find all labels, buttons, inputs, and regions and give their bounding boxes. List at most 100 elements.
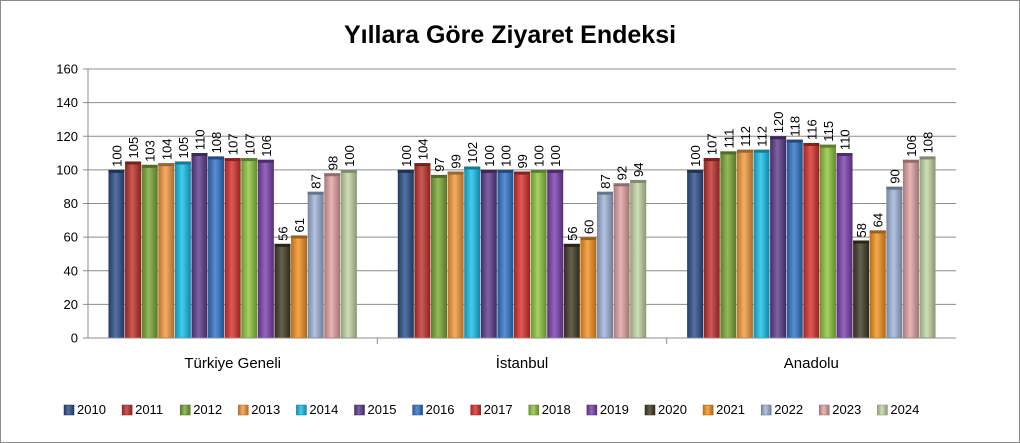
data-label: 60 — [581, 220, 596, 234]
data-label: 107 — [705, 133, 720, 155]
bar-2022 — [597, 191, 613, 338]
data-label: 106 — [904, 135, 919, 157]
bar-cap — [530, 169, 547, 173]
bar-2013 — [736, 149, 753, 338]
data-label: 87 — [598, 174, 613, 188]
legend-label: 2012 — [193, 402, 222, 417]
bar-cap — [514, 171, 530, 175]
data-label: 61 — [292, 218, 307, 232]
legend-swatch — [644, 404, 656, 416]
data-label: 104 — [159, 138, 174, 160]
legend-swatch — [819, 404, 830, 416]
bar-2018 — [530, 169, 547, 338]
bar-2015 — [191, 153, 208, 338]
bar-cap — [141, 164, 158, 168]
data-label: 108 — [209, 132, 224, 154]
legend-label: 2018 — [542, 402, 571, 417]
data-label: 100 — [342, 145, 357, 167]
bar-2023 — [324, 173, 341, 338]
bar-2023 — [613, 183, 630, 338]
bar-cap — [307, 191, 324, 195]
data-label: 90 — [887, 169, 902, 183]
data-label: 100 — [688, 145, 703, 167]
bar-cap — [597, 191, 613, 195]
x-axis-categories: Türkiye Geneli İstanbul Anadolu — [184, 354, 839, 372]
data-label: 100 — [498, 145, 513, 167]
bar-2017 — [224, 158, 241, 338]
data-label: 105 — [176, 137, 191, 159]
legend-label: 2011 — [135, 402, 163, 417]
bar-cap — [753, 149, 770, 153]
legend-label: 2013 — [251, 402, 280, 417]
y-tick-label: 100 — [56, 162, 78, 177]
legend-swatch — [354, 404, 365, 416]
bar-2014 — [464, 166, 481, 338]
bar-cap — [819, 144, 836, 148]
data-label: 110 — [192, 129, 207, 150]
bar-cap — [431, 174, 447, 178]
data-label: 99 — [515, 154, 530, 168]
data-label: 58 — [854, 223, 869, 237]
data-label: 100 — [399, 145, 414, 167]
data-label: 56 — [565, 226, 580, 240]
bar-cap — [174, 161, 191, 165]
bar-2010 — [397, 169, 414, 338]
bar-cap — [241, 158, 258, 162]
bars — [108, 136, 936, 338]
data-label: 99 — [449, 154, 464, 168]
data-label: 116 — [804, 119, 819, 140]
bar-cap — [324, 173, 341, 177]
legend-swatch — [179, 404, 191, 416]
bar-cap — [397, 169, 414, 173]
legend-swatch — [470, 404, 481, 416]
bar-2011 — [414, 163, 431, 338]
bar-2013 — [447, 171, 464, 338]
legend-swatch — [238, 404, 249, 416]
bar-2023 — [902, 159, 919, 338]
data-label: 111 — [721, 129, 736, 149]
data-label: 110 — [838, 129, 853, 150]
bar-2021 — [291, 235, 308, 338]
data-label: 56 — [275, 226, 290, 240]
data-label: 118 — [788, 116, 803, 137]
bar-2024 — [340, 169, 357, 338]
bar-cap — [836, 153, 853, 157]
bar-2016 — [786, 139, 803, 338]
axes — [87, 69, 956, 344]
bar-cap — [720, 151, 737, 155]
bar-2013 — [158, 163, 175, 338]
bar-2010 — [108, 169, 125, 338]
data-label: 102 — [465, 142, 480, 164]
legend-swatch — [121, 404, 133, 416]
bar-cap — [563, 243, 580, 247]
bar-2018 — [819, 144, 836, 338]
bar-cap — [853, 240, 870, 244]
data-label: 112 — [755, 126, 770, 147]
legend-label: 2016 — [426, 402, 455, 417]
bar-cap — [580, 237, 597, 241]
data-label: 107 — [226, 133, 241, 155]
category-label: İstanbul — [496, 354, 549, 372]
bar-cap — [547, 169, 564, 173]
bar-2020 — [853, 240, 870, 338]
bar-cap — [414, 163, 431, 167]
bar-cap — [108, 169, 125, 173]
bar-cap — [703, 158, 720, 162]
data-label: 100 — [532, 145, 547, 167]
bar-cap — [257, 159, 274, 163]
y-tick-label: 20 — [64, 297, 78, 312]
bar-cap — [340, 169, 357, 173]
bar-cap — [886, 186, 903, 190]
data-label: 112 — [738, 126, 753, 147]
legend-swatch — [586, 404, 598, 416]
data-label: 108 — [921, 132, 936, 154]
bar-cap — [497, 169, 514, 173]
bar-2012 — [141, 164, 158, 338]
legend-swatch — [528, 404, 540, 416]
y-tick-label: 120 — [56, 129, 78, 144]
bar-2019 — [547, 169, 564, 338]
legend-swatch — [760, 404, 772, 416]
legend-swatch — [63, 404, 75, 416]
